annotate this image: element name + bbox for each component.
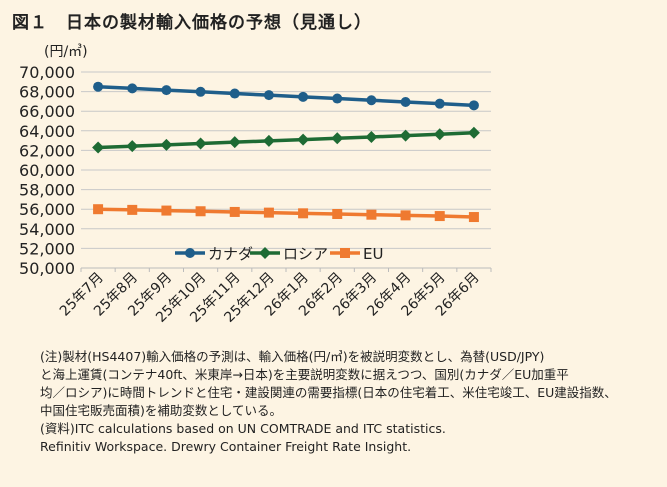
data-point: [366, 95, 377, 106]
note-line: 中国住宅販売面積)を補助変数としている。: [40, 403, 283, 418]
legend-label: EU: [363, 245, 383, 263]
y-tick-label: 54,000: [19, 220, 75, 239]
data-point: [229, 206, 240, 217]
data-point: [332, 93, 343, 104]
data-point: [161, 85, 172, 96]
note-line: と海上運賃(コンテナ40ft、米東岸→日本)を主要説明変数に据えつつ、国別(カナ…: [40, 367, 569, 382]
data-point: [263, 207, 274, 218]
legend-marker: [259, 247, 271, 259]
figure-title: 図１ 日本の製材輸入価格の予想（見通し）: [12, 13, 372, 33]
data-point: [366, 209, 377, 220]
data-point: [399, 129, 412, 142]
data-point: [468, 100, 479, 111]
data-point: [400, 96, 411, 107]
data-point: [229, 88, 240, 99]
data-point: [365, 130, 378, 143]
data-point: [298, 91, 309, 102]
legend-item: カナダ: [175, 245, 253, 263]
data-point: [467, 126, 480, 139]
data-point: [434, 98, 445, 109]
data-point: [93, 204, 104, 215]
y-tick-label: 50,000: [19, 259, 75, 278]
line-chart: (円/㎥) 50,00052,00054,00056,00058,00060,00…: [19, 44, 492, 326]
data-point: [468, 212, 479, 223]
y-axis-label: (円/㎥): [44, 44, 88, 60]
series-line: [98, 131, 474, 150]
data-point: [194, 137, 207, 150]
legend-item: EU: [330, 245, 383, 263]
legend-label: カナダ: [208, 245, 253, 263]
data-point: [433, 128, 446, 141]
y-tick-label: 66,000: [19, 102, 75, 121]
legend-marker: [340, 248, 350, 258]
y-tick-label: 52,000: [19, 239, 75, 258]
data-point: [127, 83, 138, 94]
data-point: [297, 133, 310, 146]
y-tick-label: 60,000: [19, 161, 75, 180]
note-line: 均／ロシア)に時間トレンドと住宅・建設関連の需要指標(日本の住宅着工、米住宅竣工…: [40, 385, 617, 400]
data-point: [332, 209, 343, 220]
figure-notes: (注)製材(HS4407)輸入価格の予測は、輸入価格(円/㎥)を被説明変数とし、…: [40, 348, 660, 456]
data-point: [228, 136, 241, 149]
y-tick-label: 62,000: [19, 141, 75, 160]
series-circle: [93, 81, 479, 111]
series-line: [98, 207, 474, 219]
data-point: [160, 138, 173, 151]
data-point: [195, 206, 206, 217]
note-line: (資料)ITC calculations based on UN COMTRAD…: [40, 421, 446, 436]
data-point: [298, 208, 309, 219]
legend-item: ロシア: [250, 245, 328, 263]
y-tick-label: 56,000: [19, 200, 75, 219]
note-line: Refinitiv Workspace. Drewry Container Fr…: [40, 439, 412, 454]
note-line: (注)製材(HS4407)輸入価格の予測は、輸入価格(円/㎥)を被説明変数とし、…: [40, 349, 545, 364]
data-point: [126, 140, 139, 153]
y-tick-label: 70,000: [19, 63, 75, 82]
data-point: [92, 141, 105, 154]
data-point: [262, 134, 275, 147]
series-square: [93, 204, 479, 223]
series-line: [97, 84, 475, 108]
y-tick-label: 64,000: [19, 122, 75, 141]
data-point: [263, 90, 274, 101]
data-point: [93, 81, 104, 92]
series-diamond: [92, 126, 480, 154]
data-point: [331, 132, 344, 145]
data-point: [195, 86, 206, 97]
y-tick-label: 58,000: [19, 181, 75, 200]
data-point: [161, 205, 172, 216]
legend-marker: [185, 248, 195, 258]
y-tick-label: 68,000: [19, 83, 75, 102]
data-point: [127, 204, 138, 215]
data-point: [400, 210, 411, 221]
legend-label: ロシア: [283, 245, 328, 263]
data-point: [434, 211, 445, 222]
